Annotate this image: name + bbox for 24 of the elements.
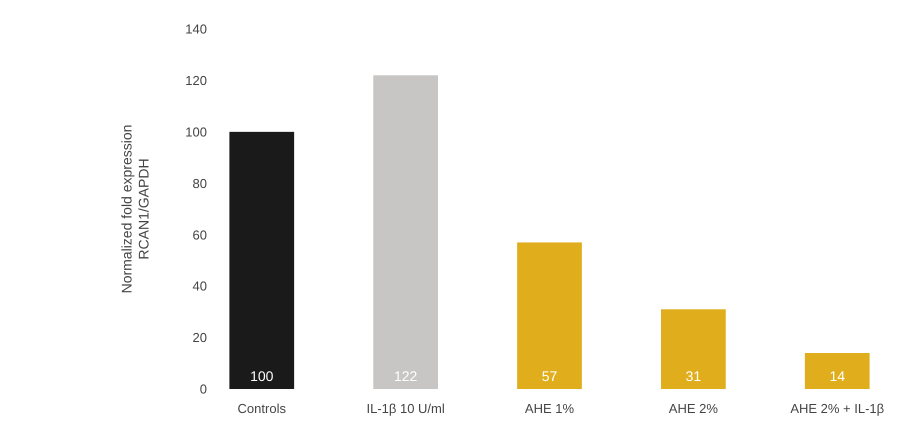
y-tick-label: 140 bbox=[185, 22, 207, 37]
bar bbox=[661, 309, 726, 389]
x-tick-label: Controls bbox=[238, 401, 286, 416]
y-tick-label: 120 bbox=[185, 72, 207, 88]
data-label: 14 bbox=[829, 368, 846, 384]
data-label: 122 bbox=[394, 368, 418, 384]
y-tick-label: 20 bbox=[192, 330, 207, 346]
y-axis-title: Normalized fold expression RCAN1/GAPDH bbox=[118, 124, 152, 294]
x-tick-label: AHE 2% bbox=[668, 401, 718, 416]
bar bbox=[804, 353, 870, 389]
x-tick-label: AHE 2% + IL-1β bbox=[790, 401, 884, 416]
data-label: 31 bbox=[686, 368, 702, 384]
y-tick-label: 60 bbox=[192, 227, 207, 242]
x-tick-label: AHE 1% bbox=[524, 401, 574, 416]
bar bbox=[517, 242, 582, 389]
y-tick-label: 0 bbox=[200, 382, 207, 397]
bar bbox=[229, 132, 294, 389]
data-label: 100 bbox=[250, 368, 274, 384]
x-tick-label: IL-1β 10 U/ml bbox=[366, 401, 445, 416]
bar bbox=[373, 75, 438, 389]
data-label: 57 bbox=[542, 368, 558, 384]
y-tick-label: 100 bbox=[185, 124, 207, 140]
y-tick-label: 80 bbox=[192, 176, 207, 191]
y-tick-label: 40 bbox=[192, 278, 207, 294]
